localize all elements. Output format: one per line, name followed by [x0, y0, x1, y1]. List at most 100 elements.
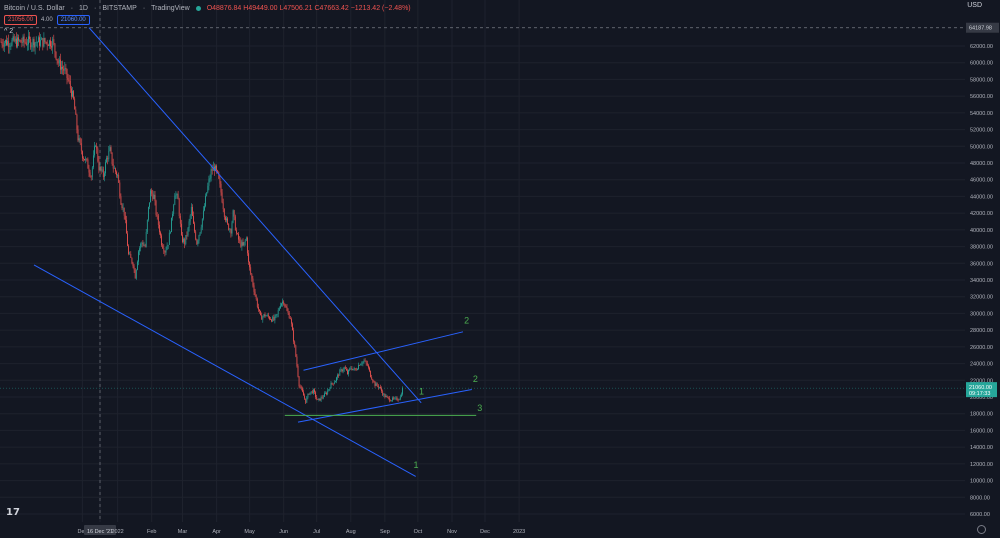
tradingview-logo-icon[interactable]: 17 — [6, 507, 20, 518]
chart-grid — [0, 0, 965, 522]
currency-label[interactable]: USD — [967, 2, 982, 9]
candle — [109, 144, 111, 152]
candle — [379, 386, 380, 389]
chart-header: Bitcoin / U.S. Dollar · 1D · BITSTAMP · … — [4, 4, 411, 12]
trendline[interactable] — [303, 331, 464, 371]
candle — [313, 388, 314, 395]
candle — [256, 297, 258, 309]
candle — [64, 62, 66, 75]
candle — [102, 166, 104, 180]
candle — [119, 180, 121, 199]
candle — [33, 36, 35, 52]
candle — [317, 398, 319, 400]
candle — [362, 361, 364, 367]
time-tick-label: May — [244, 529, 255, 535]
candle — [265, 314, 267, 317]
candle — [174, 193, 176, 206]
candle — [145, 228, 147, 248]
candle — [198, 234, 200, 244]
candle — [309, 392, 311, 396]
candle — [358, 362, 359, 370]
buy-price-button[interactable]: 21060.00 — [56, 15, 90, 25]
indicators-toggle[interactable]: ^ 2 — [4, 28, 14, 35]
trendline[interactable] — [297, 388, 472, 423]
candle — [273, 314, 275, 322]
candle — [9, 43, 11, 54]
candle — [107, 155, 109, 165]
candle — [121, 203, 123, 211]
candle — [53, 34, 55, 46]
candle — [230, 228, 232, 238]
price-tick-label: 18000.00 — [970, 412, 993, 418]
candle — [74, 96, 76, 110]
candle — [50, 37, 51, 50]
candle — [218, 171, 220, 180]
candle — [97, 146, 99, 163]
candle — [220, 181, 222, 196]
price-tick-label: 16000.00 — [970, 428, 993, 434]
candle — [28, 30, 29, 51]
candle — [205, 193, 206, 208]
candle — [373, 380, 375, 383]
candle — [222, 198, 224, 213]
candle — [375, 381, 377, 386]
candle — [142, 240, 144, 248]
candle — [336, 376, 337, 384]
settings-icon[interactable] — [977, 525, 986, 534]
candle — [267, 312, 269, 319]
candle — [364, 358, 366, 362]
trendline[interactable] — [88, 27, 422, 404]
price-tick-label: 12000.00 — [970, 462, 993, 468]
candle — [129, 251, 131, 255]
candle — [10, 42, 12, 50]
time-tick-label: 16 Dec '21 — [87, 529, 113, 535]
candle — [294, 340, 296, 348]
interval-label[interactable]: 1D — [79, 4, 88, 12]
trade-price-boxes: 21056.00 4.00 21060.00 — [4, 15, 90, 25]
candle — [44, 37, 46, 44]
candle — [186, 231, 188, 240]
candlestick-series — [0, 30, 403, 404]
candle — [94, 142, 95, 158]
candle — [20, 39, 22, 43]
sell-price-button[interactable]: 21056.00 — [4, 15, 38, 25]
candle — [65, 63, 67, 75]
candle — [316, 395, 318, 401]
candle — [231, 220, 233, 237]
candle — [300, 385, 302, 391]
candle — [75, 106, 77, 115]
candle — [164, 250, 166, 257]
candle — [105, 159, 106, 177]
price-tick-label: 24000.00 — [970, 362, 993, 368]
candle — [151, 188, 153, 197]
candle — [89, 169, 91, 178]
candle — [38, 35, 39, 43]
candle — [264, 312, 266, 319]
price-tick-label: 48000.00 — [970, 161, 993, 167]
candle — [284, 303, 286, 308]
trendline-drawings[interactable]: 1 1 2 2 3 — [33, 27, 482, 477]
candle — [238, 232, 239, 243]
price-tick-label: 60000.00 — [970, 61, 993, 67]
candle — [78, 134, 80, 143]
candle — [124, 211, 126, 224]
candle — [131, 257, 133, 265]
trendline[interactable] — [33, 264, 416, 477]
candle — [366, 360, 368, 367]
candle — [84, 158, 85, 161]
price-axis[interactable]: 6000.00 8000.00 10000.00 12000.00 14000.00 16… — [965, 0, 1000, 538]
candle — [47, 43, 49, 47]
candle — [398, 398, 400, 401]
candle — [275, 314, 277, 319]
time-tick-label: Feb — [147, 529, 156, 535]
candle — [391, 400, 392, 402]
candle — [328, 388, 330, 392]
trendline-label: 2 — [464, 315, 469, 325]
symbol-name[interactable]: Bitcoin / U.S. Dollar — [4, 4, 65, 12]
candle — [123, 207, 125, 220]
candle — [395, 396, 397, 401]
exchange-label: BITSTAMP — [102, 4, 137, 12]
